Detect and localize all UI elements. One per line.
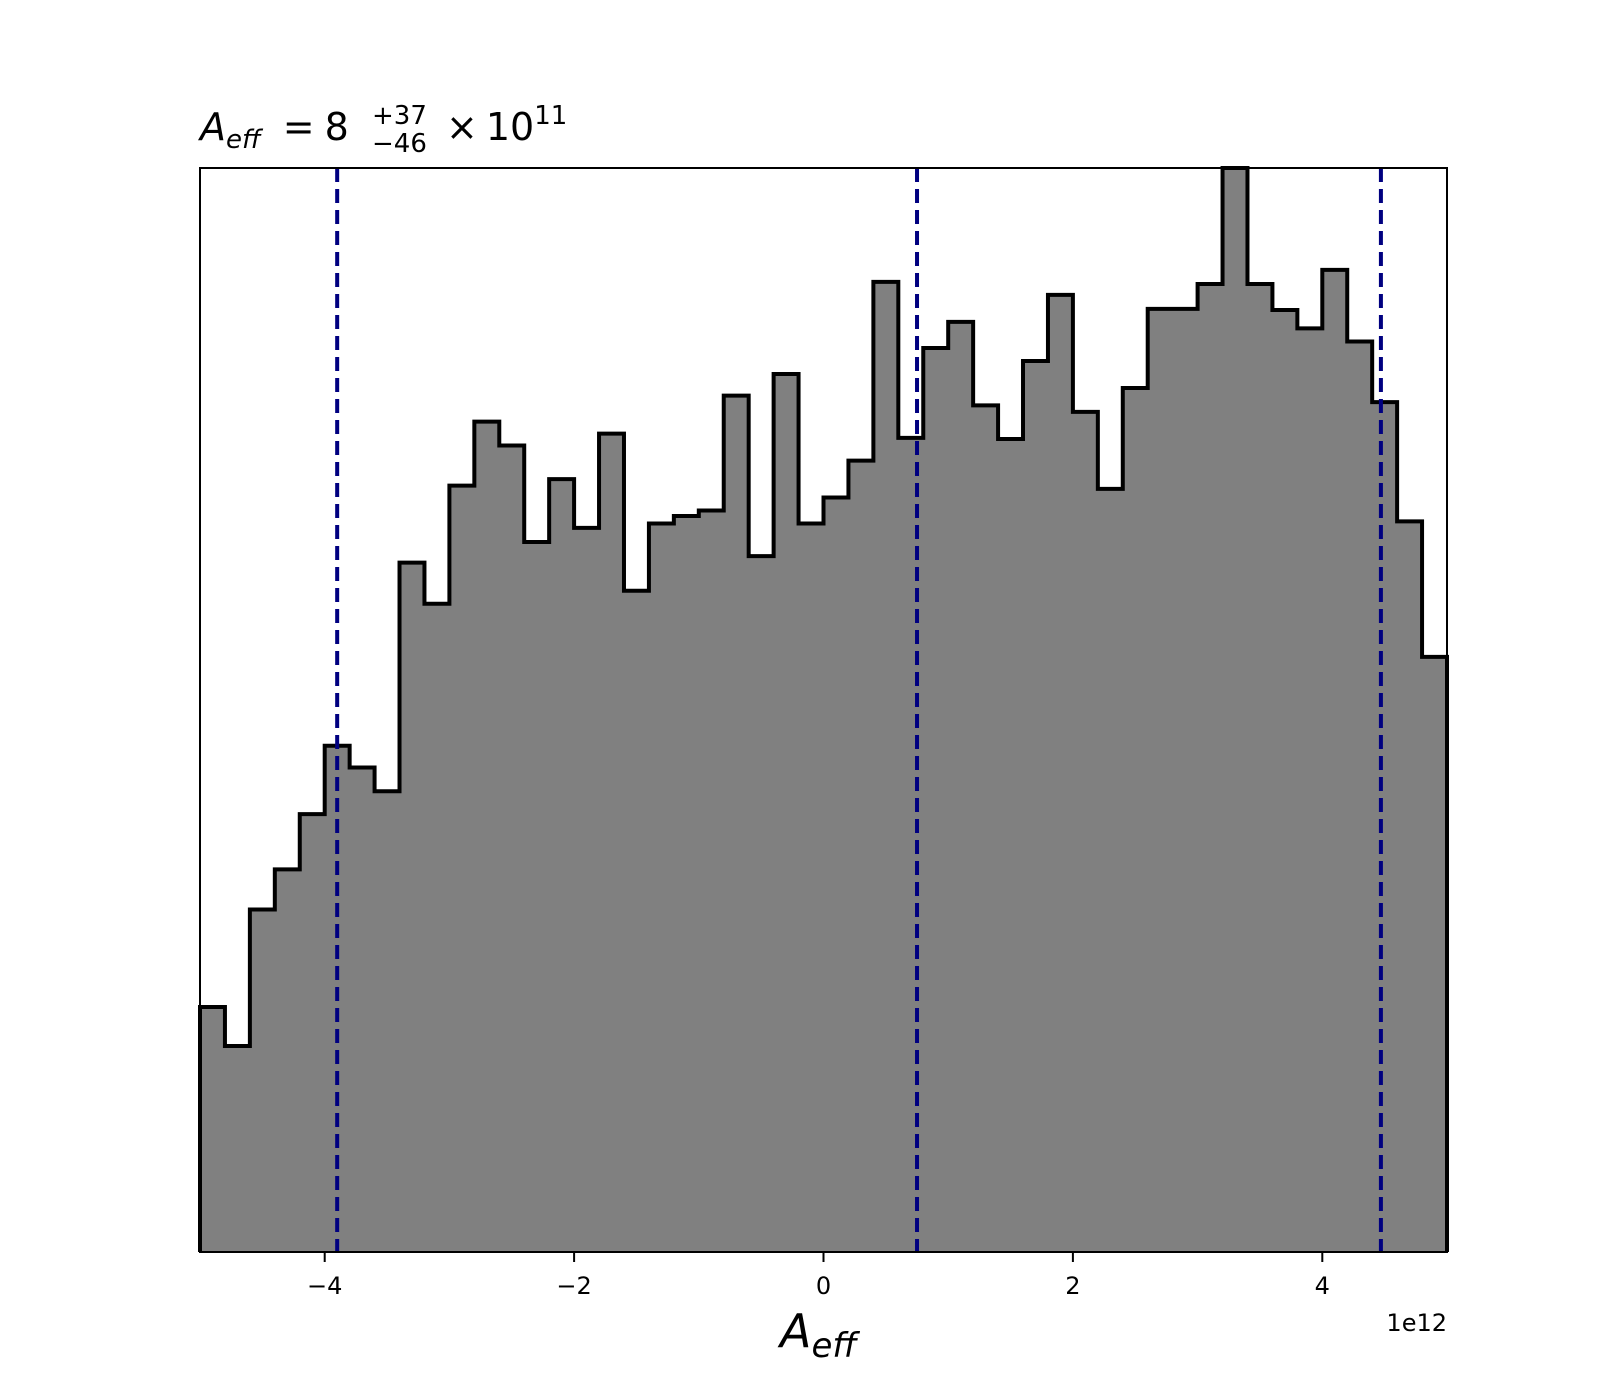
histogram-bar (1347, 341, 1372, 1252)
x-tick-label: 4 (1315, 1272, 1330, 1300)
x-axis-label: Aeff (777, 1304, 860, 1366)
title-value: 8 (325, 105, 349, 149)
histogram-bar (1123, 388, 1148, 1252)
histogram-bar (948, 322, 973, 1252)
histogram-bar (649, 524, 674, 1252)
histogram-outline (198, 166, 1449, 1252)
histogram-bar (1023, 361, 1048, 1252)
title-exponent: 11 (534, 101, 567, 131)
histogram-bar (524, 542, 549, 1252)
histogram-bar (574, 528, 599, 1252)
histogram-bar (1048, 295, 1073, 1252)
histogram-bar (549, 479, 574, 1252)
histogram-bar (250, 909, 275, 1252)
histogram-bar (774, 374, 799, 1252)
histogram-bar (449, 486, 474, 1252)
x-tick-label: 0 (816, 1272, 831, 1300)
histogram-bar (400, 563, 425, 1252)
x-axis-label-symbol: A (777, 1304, 811, 1358)
histogram-bar (424, 604, 449, 1252)
histogram-bar (799, 524, 824, 1252)
histogram-bar (1247, 284, 1272, 1252)
histogram-bar (749, 556, 774, 1252)
chart-title: Aeff = 8 (197, 105, 349, 155)
histogram-bar (898, 438, 923, 1252)
histogram-bar (474, 422, 499, 1252)
x-tick-label: −2 (556, 1272, 591, 1300)
histogram-bar (1322, 270, 1347, 1252)
histogram-bar (1073, 412, 1098, 1252)
title-lower: −46 (372, 129, 427, 159)
histogram-bar (1223, 168, 1248, 1252)
histogram-bar (923, 348, 948, 1252)
histogram-bar (1198, 284, 1223, 1252)
histogram-bar (275, 869, 300, 1252)
histogram-bars (200, 168, 1447, 1252)
x-tick-label: −4 (307, 1272, 342, 1300)
histogram-bar (1148, 309, 1173, 1252)
histogram-bar (1272, 310, 1297, 1252)
histogram-bar (1372, 402, 1397, 1252)
histogram-bar (724, 396, 749, 1252)
histogram-bar (824, 498, 849, 1252)
histogram-bar (848, 461, 873, 1252)
title-symbol-sub: eff (226, 125, 264, 155)
x-tick-label: 2 (1065, 1272, 1080, 1300)
title-equals: = (283, 105, 315, 149)
histogram-fill (200, 168, 1447, 1252)
histogram-bar (599, 434, 624, 1252)
histogram-bar (873, 282, 898, 1252)
histogram-bar (300, 814, 325, 1252)
histogram-bar (1397, 521, 1422, 1252)
x-axis-label-sub: eff (811, 1326, 860, 1366)
x-axis-offset-label: 1e12 (1386, 1309, 1447, 1337)
title-symbol: A (197, 105, 226, 149)
histogram-bar (350, 767, 375, 1252)
title-times: × (446, 105, 478, 149)
title-base: 10 (486, 105, 534, 149)
histogram-bar (973, 405, 998, 1252)
histogram-bar (1297, 328, 1322, 1252)
histogram-bar (499, 446, 524, 1252)
quantile-lines (335, 168, 1383, 1252)
histogram-bar (375, 791, 400, 1252)
x-axis-ticks: −4 −2 0 2 4 (307, 1252, 1330, 1300)
histogram-bar (998, 439, 1023, 1252)
histogram-bar (624, 591, 649, 1252)
histogram-bar (699, 511, 724, 1252)
histogram-bar (225, 1046, 250, 1252)
histogram-bar (1173, 309, 1198, 1252)
histogram-bar (1422, 657, 1447, 1252)
histogram-bar (674, 516, 699, 1252)
histogram-bar (200, 1007, 225, 1252)
title-scale: × 1011 (446, 101, 567, 149)
histogram-bar (1098, 489, 1123, 1252)
title-upper: +37 (372, 101, 427, 131)
